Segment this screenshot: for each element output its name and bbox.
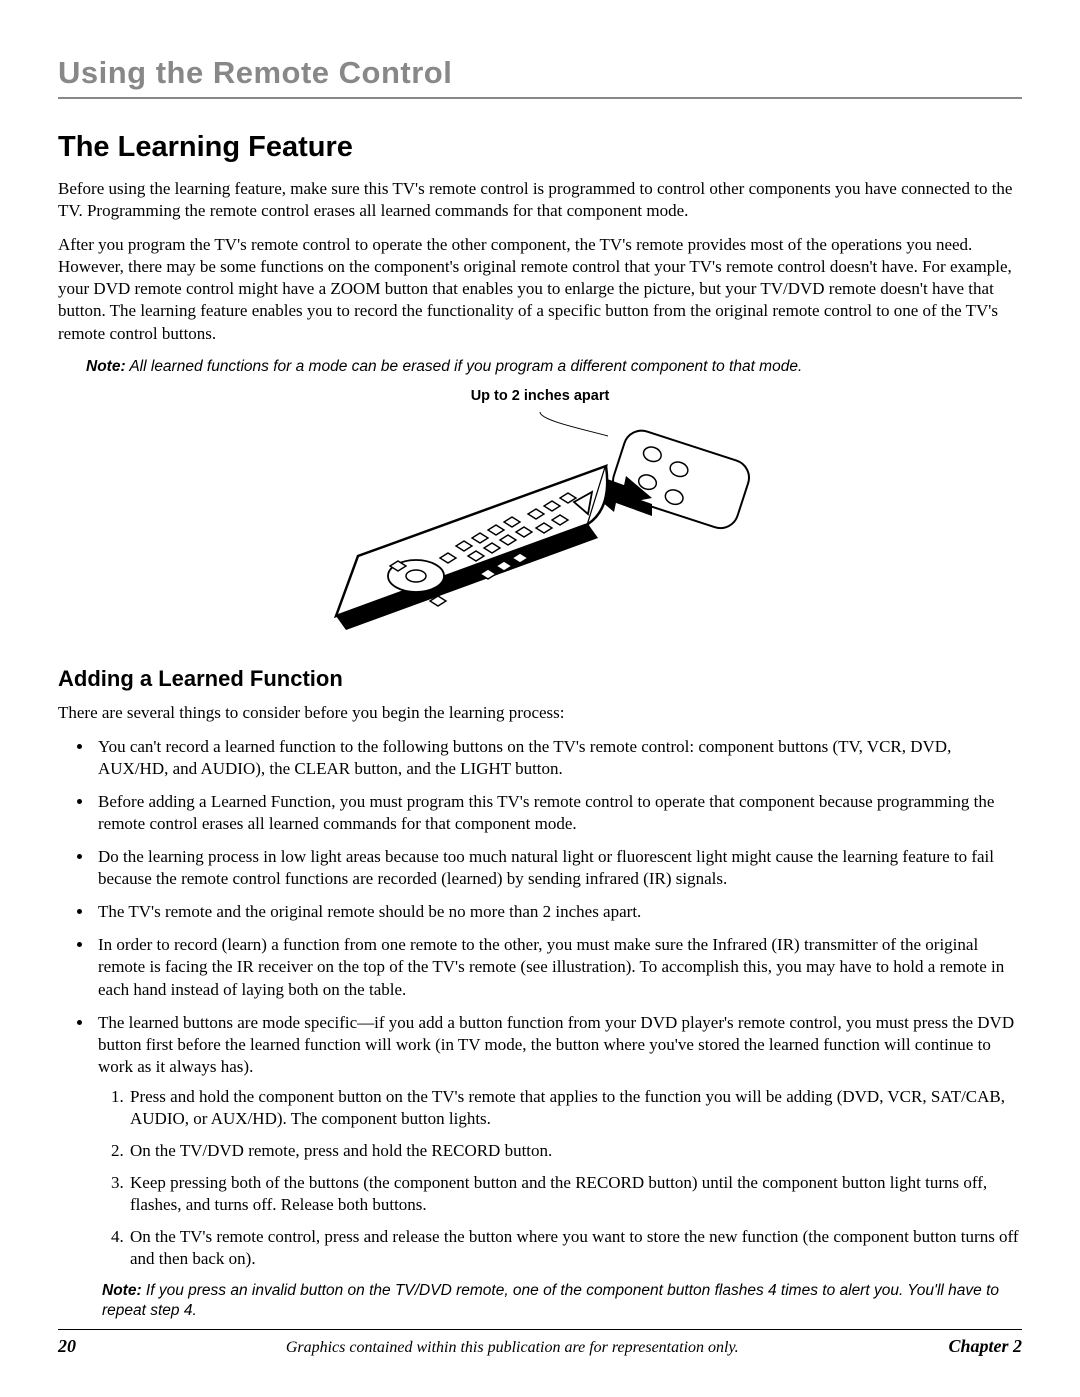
step-item: Press and hold the component button on t… — [128, 1086, 1022, 1130]
figure-caption: Up to 2 inches apart — [58, 388, 1022, 404]
step-item: Keep pressing both of the buttons (the c… — [128, 1172, 1022, 1216]
step-item: On the TV's remote control, press and re… — [128, 1226, 1022, 1270]
intro-paragraph-2: After you program the TV's remote contro… — [58, 234, 1022, 344]
note-2-text: If you press an invalid button on the TV… — [102, 1282, 999, 1320]
list-item: Do the learning process in low light are… — [94, 846, 1022, 890]
subsection-intro: There are several things to consider bef… — [58, 702, 1022, 724]
section-title: The Learning Feature — [58, 131, 1022, 164]
list-item: In order to record (learn) a function fr… — [94, 934, 1022, 1000]
subsection-title: Adding a Learned Function — [58, 666, 1022, 692]
list-item: You can't record a learned function to t… — [94, 736, 1022, 780]
list-item-text: The learned buttons are mode specific—if… — [98, 1013, 1014, 1076]
note-1-label: Note: — [86, 358, 126, 375]
steps-list: Press and hold the component button on t… — [128, 1086, 1022, 1271]
remote-learning-diagram — [330, 406, 750, 646]
footer-disclaimer: Graphics contained within this publicati… — [76, 1339, 948, 1357]
chapter-title: Using the Remote Control — [58, 55, 1022, 99]
note-1-text: All learned functions for a mode can be … — [126, 358, 803, 375]
note-2: Note: If you press an invalid button on … — [102, 1281, 1022, 1323]
list-item: The TV's remote and the original remote … — [94, 901, 1022, 923]
note-1: Note: All learned functions for a mode c… — [86, 357, 1022, 378]
step-item: On the TV/DVD remote, press and hold the… — [128, 1140, 1022, 1162]
page-footer: 20 Graphics contained within this public… — [58, 1329, 1022, 1357]
page-number: 20 — [58, 1336, 76, 1357]
figure-container: Up to 2 inches apart — [58, 388, 1022, 646]
list-item: Before adding a Learned Function, you mu… — [94, 791, 1022, 835]
note-2-label: Note: — [102, 1282, 142, 1299]
intro-paragraph-1: Before using the learning feature, make … — [58, 178, 1022, 222]
considerations-list: You can't record a learned function to t… — [94, 736, 1022, 1323]
chapter-label: Chapter 2 — [948, 1336, 1022, 1357]
list-item: The learned buttons are mode specific—if… — [94, 1012, 1022, 1323]
